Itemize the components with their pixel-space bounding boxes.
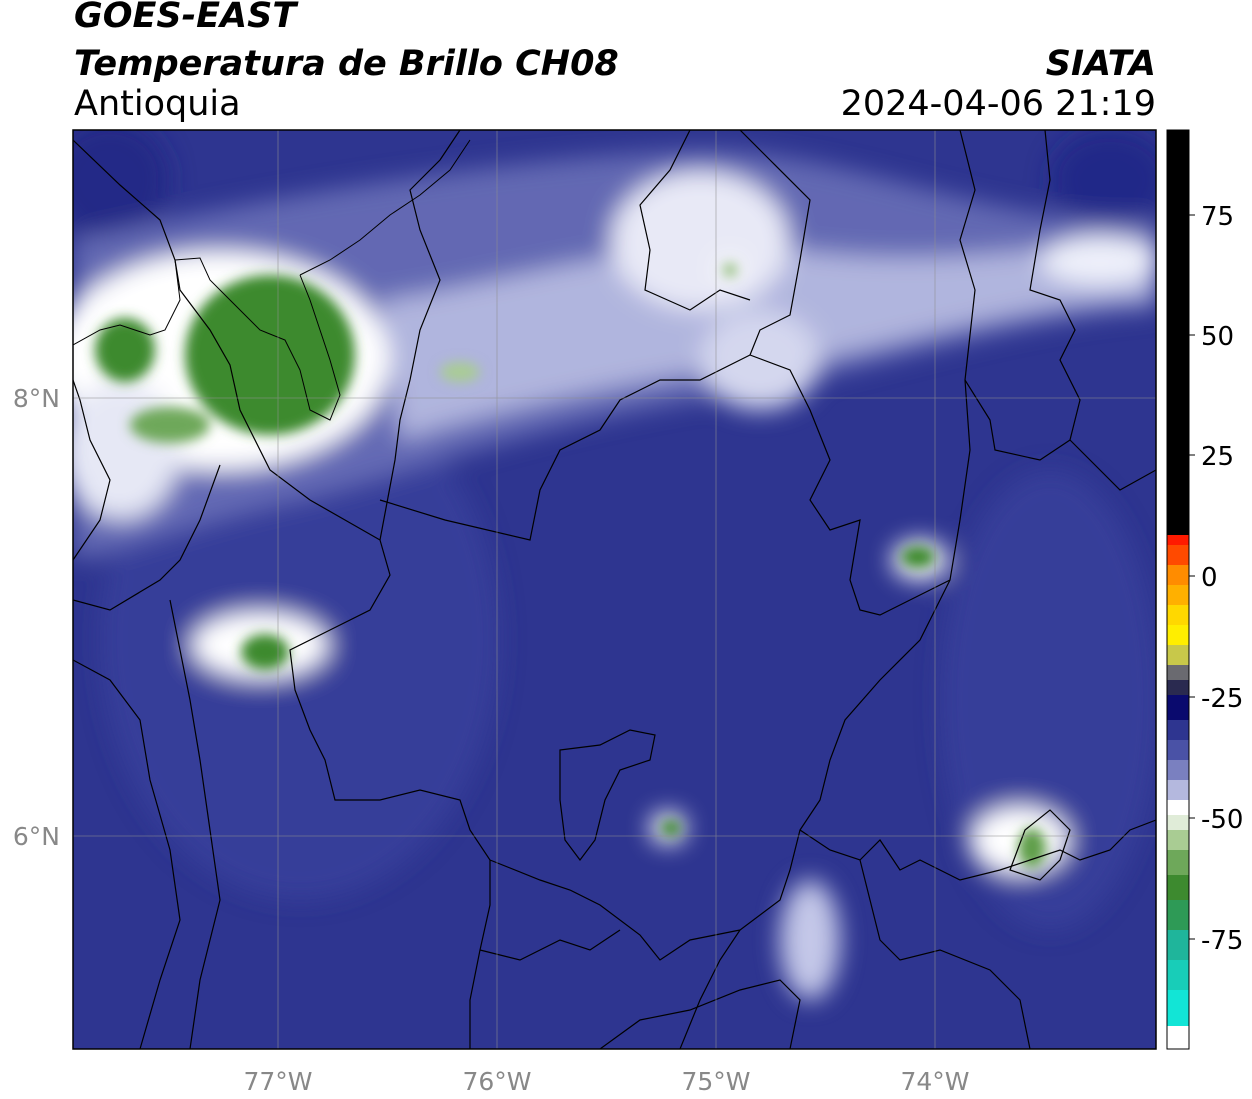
colorbar-tick-label: -50 (1201, 805, 1243, 835)
colorbar (1166, 129, 1195, 1050)
region-label: Antioquia (74, 84, 241, 124)
coastline (73, 139, 471, 421)
brightness-temperature-field (73, 130, 1156, 1049)
organization-label: SIATA (1045, 44, 1156, 84)
lat-tick-label: 6°N (13, 822, 60, 851)
lat-tick-label: 8°N (13, 384, 60, 413)
colorbar-tick-label: -25 (1201, 684, 1243, 714)
colorbar-tick-label: -75 (1201, 926, 1243, 956)
administrative-borders (73, 130, 1156, 1049)
colorbar-tick-label: 50 (1201, 322, 1234, 352)
product-title: Temperatura de Brillo CH08 (74, 44, 619, 84)
colorbar-tick-label: 75 (1201, 202, 1234, 232)
datetime-label: 2024-04-06 21:19 (840, 84, 1156, 124)
colorbar-tick-label: 25 (1201, 442, 1234, 472)
gridlines (73, 130, 1156, 1049)
colorbar-tick-label: 0 (1201, 563, 1218, 593)
lon-tick-label: 77°W (243, 1067, 312, 1096)
lon-tick-label: 76°W (462, 1067, 531, 1096)
map-frame (72, 129, 1157, 1050)
satellite-title: GOES-EAST (74, 0, 297, 36)
lon-tick-label: 74°W (900, 1067, 969, 1096)
lon-tick-label: 75°W (681, 1067, 750, 1096)
